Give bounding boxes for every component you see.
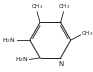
Text: H$_2$N: H$_2$N [15,55,29,64]
Text: CH$_3$: CH$_3$ [31,2,43,11]
Text: H$_2$N: H$_2$N [2,36,16,45]
Text: CH$_3$: CH$_3$ [58,2,70,11]
Text: CH$_3$: CH$_3$ [81,29,93,38]
Text: N: N [59,61,64,67]
